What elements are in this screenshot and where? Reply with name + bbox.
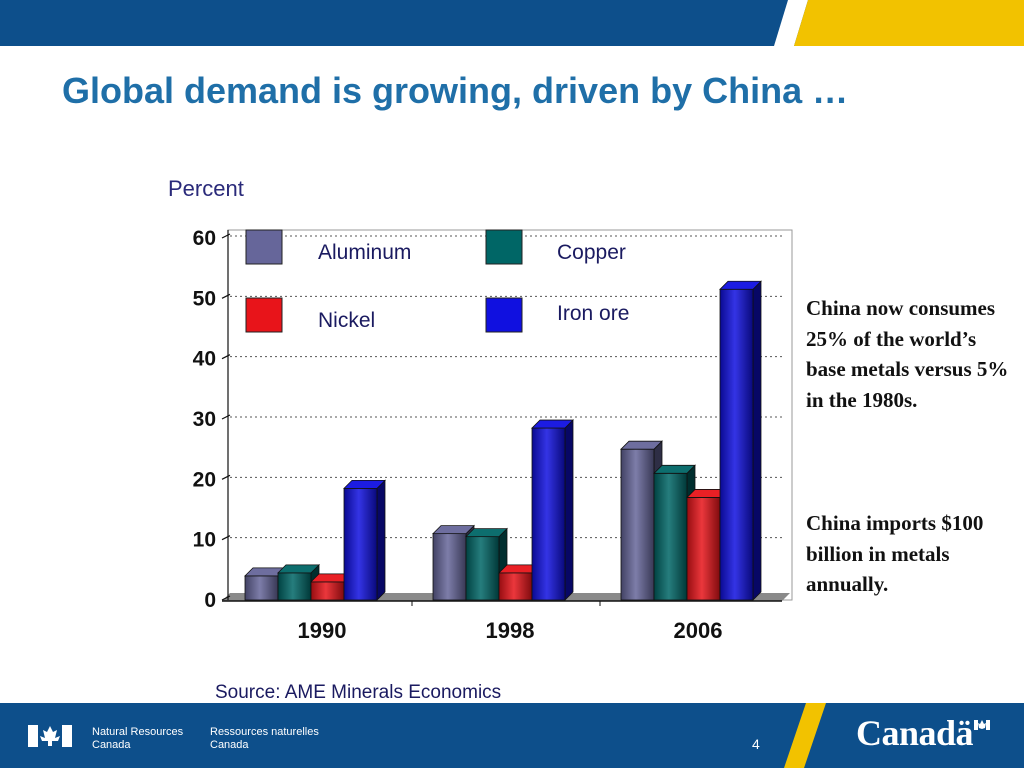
department-fr-line-2: Canada: [210, 739, 249, 751]
wordmark-flag-icon: [974, 720, 990, 730]
note-china-imports: China imports $100 billion in metals ann…: [806, 511, 984, 596]
y-tick-label: 10: [193, 529, 216, 552]
page-number: 4: [752, 736, 760, 752]
legend-item-copper: Copper: [485, 229, 626, 265]
bar-chart: 0 10 20 30 40 50 60 1990 1998 2006 Aluminum Coppe…: [193, 227, 793, 643]
canada-flag-icon: [28, 725, 72, 747]
legend-item-aluminum: Aluminum: [245, 229, 411, 265]
bar-iron-ore-1990: [343, 479, 386, 601]
department-name-english: Natural Resources Canada: [92, 726, 183, 752]
department-name-french: Ressources naturelles Canada: [210, 726, 319, 752]
bar-iron-ore-1998: [531, 419, 574, 601]
x-tick-label: 2006: [674, 618, 723, 643]
x-tick-label: 1998: [486, 618, 535, 643]
y-axis: 0 10 20 30 40 50 60: [193, 227, 231, 612]
legend-item-nickel: Nickel: [245, 297, 375, 333]
footer-band: [0, 703, 1024, 768]
y-tick-mark: [221, 474, 231, 480]
header-band: [0, 0, 1024, 46]
department-fr-line-1: Ressources naturelles: [210, 726, 319, 738]
y-tick-mark: [221, 414, 231, 420]
y-tick-mark: [221, 354, 231, 360]
legend-swatch: [485, 297, 523, 333]
bar-iron-ore-2006: [719, 280, 762, 601]
legend-swatch: [245, 297, 283, 333]
x-tick-label: 1990: [298, 618, 347, 643]
department-en-line-2: Canada: [92, 739, 131, 751]
legend-item-iron-ore: Iron ore: [485, 297, 629, 333]
y-tick-label: 60: [193, 227, 216, 250]
legend-swatch: [245, 229, 283, 265]
y-tick-label: 50: [193, 287, 216, 310]
y-tick-label: 30: [193, 408, 216, 431]
y-tick-mark: [221, 535, 231, 541]
bar-copper-1998: [465, 527, 508, 601]
legend-label: Aluminum: [318, 241, 411, 264]
slide-title: Global demand is growing, driven by Chin…: [62, 70, 849, 111]
y-tick-label: 20: [193, 468, 216, 491]
x-axis: 1990 1998 2006: [298, 601, 723, 643]
y-tick-label: 0: [204, 589, 216, 612]
y-tick-mark: [221, 233, 231, 239]
y-tick-label: 40: [193, 348, 216, 371]
note-china-consumption: China now consumes 25% of the world’s ba…: [806, 296, 1009, 412]
legend-label: Nickel: [318, 309, 375, 332]
y-tick-mark: [221, 595, 231, 601]
source-credit: Source: AME Minerals Economics: [215, 682, 502, 703]
legend-label: Copper: [557, 241, 626, 264]
canada-wordmark: Canadä: [856, 713, 974, 753]
legend: Aluminum Copper Nickel Iron ore: [245, 229, 629, 333]
bars: [244, 280, 762, 601]
legend-label: Iron ore: [557, 302, 629, 325]
y-axis-label: Percent: [168, 176, 244, 201]
department-en-line-1: Natural Resources: [92, 726, 184, 738]
legend-swatch: [485, 229, 523, 265]
y-tick-mark: [221, 293, 231, 299]
